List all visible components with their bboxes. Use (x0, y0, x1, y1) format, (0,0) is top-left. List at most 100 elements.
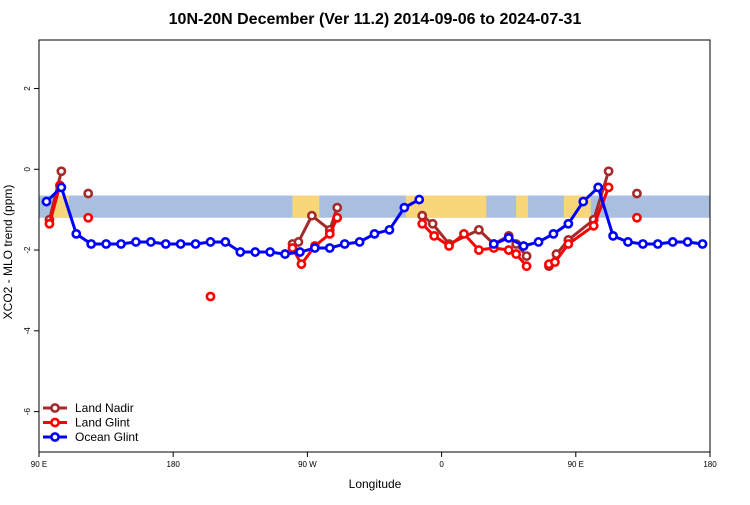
legend-label: Ocean Glint (75, 430, 139, 444)
data-point (83, 212, 94, 223)
land-region-2 (405, 195, 487, 218)
data-point (652, 239, 663, 249)
data-point (427, 218, 438, 229)
legend-marker (50, 403, 60, 413)
data-point (550, 257, 560, 268)
data-point (414, 194, 425, 205)
data-point (578, 196, 589, 207)
data-point (324, 243, 335, 253)
data-point (131, 237, 141, 247)
data-point (332, 202, 343, 213)
data-point (41, 196, 52, 207)
data-point (588, 220, 599, 231)
data-point (632, 212, 642, 223)
data-point (309, 243, 320, 253)
x-tick-label: 0 (439, 460, 444, 469)
data-point (56, 182, 67, 193)
data-point (175, 239, 186, 249)
data-point (384, 224, 395, 235)
data-point (563, 218, 574, 229)
data-point (417, 218, 428, 229)
data-point (488, 239, 499, 249)
data-point (265, 247, 276, 257)
data-point (521, 251, 532, 261)
series-ocean-glint (41, 182, 708, 259)
data-point (682, 237, 693, 247)
data-point (473, 245, 484, 255)
data-point (399, 202, 410, 213)
data-point (593, 182, 604, 193)
land-region-3 (516, 195, 529, 218)
data-point (296, 259, 307, 270)
plot-frame (38, 39, 711, 453)
data-point (235, 247, 246, 257)
y-axis-label: XCO2 - MLO trend (ppm) (1, 185, 15, 320)
data-point (287, 243, 298, 253)
data-point (220, 237, 231, 247)
x-tick-label: 180 (167, 460, 181, 469)
data-point (280, 249, 290, 259)
data-point (145, 237, 156, 247)
data-point (101, 239, 111, 249)
y-tick-label: 2 (23, 86, 32, 91)
data-point (306, 210, 317, 221)
data-point (511, 249, 522, 259)
data-point (160, 239, 171, 249)
chart-title: 10N-20N December (Ver 11.2) 2014-09-06 t… (169, 11, 582, 28)
data-point (205, 291, 216, 302)
series-land-nadir (44, 166, 642, 272)
legend-label: Land Nadir (75, 401, 134, 415)
data-point (623, 237, 633, 247)
legend-label: Land Glint (75, 416, 130, 430)
data-point (56, 166, 67, 177)
data-point (667, 237, 678, 247)
x-axis-label: Longitude (349, 477, 402, 491)
data-point (369, 228, 380, 239)
data-point (83, 188, 94, 199)
data-point (503, 233, 514, 243)
data-point (116, 239, 126, 249)
data-point (563, 239, 574, 249)
ocean-band (39, 195, 710, 218)
series-land-glint (44, 180, 642, 302)
legend-marker (50, 417, 60, 428)
data-point (697, 239, 708, 249)
data-point (324, 228, 335, 239)
data-point (632, 188, 642, 199)
data-point (533, 237, 544, 247)
land-ocean-band (39, 195, 710, 218)
x-tick-label: 90 E (568, 460, 584, 469)
y-tick-label: -4 (23, 327, 32, 335)
data-point (339, 239, 350, 249)
data-point (548, 228, 559, 239)
x-tick-label: 90 W (298, 460, 317, 469)
legend-marker (50, 432, 60, 442)
data-point (354, 237, 365, 247)
data-point (429, 231, 440, 241)
data-point (459, 228, 469, 239)
axes: 90 E 180 90 W 0 90 E 180 2 0 -2 -4 -6 (23, 86, 717, 469)
data-point (71, 228, 82, 239)
data-point (521, 261, 532, 272)
data-point (86, 239, 97, 249)
series-layer (41, 166, 708, 302)
data-point (332, 212, 343, 223)
data-point (518, 241, 529, 251)
data-point (608, 231, 618, 241)
data-point (190, 239, 201, 249)
data-point (444, 241, 454, 251)
x-tick-label: 90 E (31, 460, 47, 469)
data-point (473, 224, 484, 235)
y-tick-label: -2 (23, 246, 32, 254)
data-point (503, 245, 514, 255)
y-tick-label: 0 (23, 166, 32, 171)
data-point (295, 247, 305, 257)
data-point (293, 237, 304, 247)
data-point (603, 182, 614, 193)
data-point (638, 239, 648, 249)
data-point (44, 218, 55, 229)
data-point (205, 237, 216, 247)
